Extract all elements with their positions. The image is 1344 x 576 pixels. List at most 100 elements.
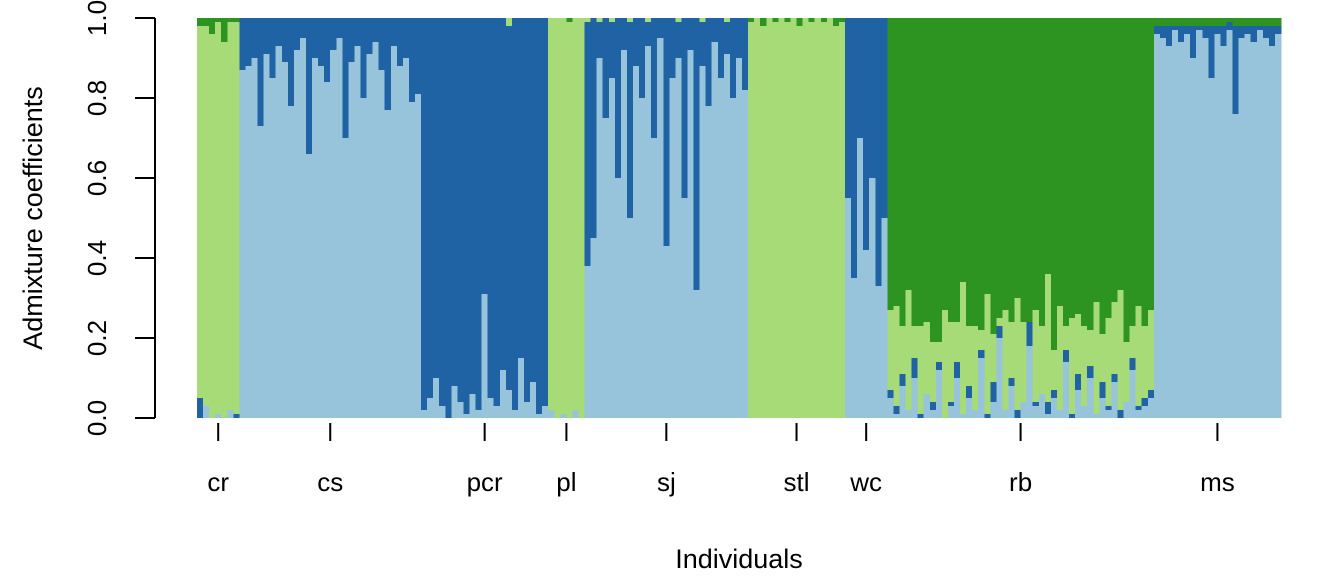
bar-segment-rb-k1	[905, 410, 913, 418]
bar-segment-ms-k2	[1226, 22, 1234, 30]
bar-segment-sj-k1	[584, 266, 592, 418]
bar-segment-rb-k3	[990, 334, 997, 382]
bar-segment-cs-k2	[342, 18, 349, 138]
bars-layer	[197, 18, 1282, 418]
bar-segment-rb-k4	[893, 18, 901, 306]
bar-segment-cs-k2	[299, 18, 307, 38]
bar-segment-ms-k1	[1244, 34, 1252, 418]
bar-segment-pcr-k2	[505, 26, 513, 390]
bar-segment-rb-k2	[911, 358, 919, 378]
bar-segment-cs-k1	[360, 98, 368, 418]
bar-segment-sj-k2	[639, 18, 646, 98]
bar-segment-cr-k4	[197, 18, 204, 26]
bar-segment-rb-k2	[1026, 322, 1034, 346]
bar-segment-cr-k3	[215, 22, 222, 414]
bar-segment-rb-k1	[1093, 414, 1100, 418]
bar-segment-rb-k4	[1014, 18, 1022, 298]
bar-segment-wc-k2	[863, 18, 870, 250]
bar-segment-cr-k1	[215, 414, 222, 418]
bar-segment-cr-k4	[233, 18, 240, 22]
bar-segment-rb-k2	[953, 362, 961, 378]
bar-segment-cs-k1	[396, 66, 404, 418]
bar-segment-cs-k1	[245, 66, 253, 418]
bar-segment-rb-k3	[1135, 306, 1143, 406]
y-tick-label: 0.0	[82, 400, 112, 436]
bar-segment-stl-k4	[820, 18, 828, 22]
bar-segment-rb-k1	[990, 402, 997, 418]
bar-segment-sj-k2	[717, 18, 725, 78]
bar-segment-pcr-k2	[427, 18, 434, 398]
bar-segment-sj-k2	[693, 18, 701, 290]
bar-segment-stl-k3	[826, 18, 834, 418]
bar-segment-ms-k1	[1226, 30, 1234, 418]
bar-segment-rb-k4	[911, 18, 919, 326]
bar-segment-stl-k3	[820, 22, 828, 418]
bar-segment-cr-k4	[203, 18, 210, 26]
bar-segment-rb-k3	[1129, 326, 1137, 358]
bar-segment-sj-k2	[596, 22, 604, 58]
bar-segment-cs-k1	[324, 82, 331, 418]
bar-segment-sj-k1	[620, 50, 628, 418]
bar-segment-rb-k4	[899, 18, 907, 326]
bar-segment-sj-k1	[633, 66, 640, 418]
bar-segment-stl-k3	[766, 18, 773, 418]
bar-segment-rb-k3	[978, 330, 985, 350]
bar-segment-ms-k1	[1153, 34, 1161, 418]
bar-segment-cs-k1	[306, 154, 313, 418]
bar-segment-rb-k2	[966, 386, 973, 398]
bar-segment-rb-k4	[1081, 18, 1088, 326]
bar-segment-stl-k3	[796, 26, 804, 418]
bar-segment-rb-k4	[929, 18, 937, 342]
bar-segment-rb-k3	[929, 342, 937, 402]
bar-segment-rb-k1	[1020, 402, 1028, 418]
bar-segment-sj-k1	[717, 78, 725, 418]
bar-segment-pcr-k2	[421, 18, 428, 410]
bar-segment-pl-k1	[560, 414, 568, 418]
bar-segment-sj-k1	[645, 46, 652, 418]
bar-segment-pl-k3	[566, 22, 574, 418]
bar-segment-rb-k4	[1075, 18, 1082, 314]
bar-segment-stl-k3	[814, 18, 822, 418]
y-axis-title: Admixture coefficients	[18, 86, 48, 350]
bar-segment-cs-k2	[318, 18, 325, 66]
bar-segment-cs-k2	[263, 18, 271, 54]
bar-segment-rb-k4	[1147, 18, 1155, 310]
bar-segment-sj-k1	[626, 218, 634, 418]
bar-segment-ms-k2	[1268, 26, 1276, 46]
bar-segment-cs-k1	[318, 66, 325, 418]
bar-segment-rb-k3	[905, 290, 913, 410]
bar-segment-cs-k1	[281, 62, 289, 418]
bar-segment-rb-k1	[893, 414, 901, 418]
bar-segment-rb-k1	[960, 414, 967, 418]
bar-segment-pl-k3	[554, 18, 561, 418]
bar-segment-rb-k2	[1008, 378, 1016, 386]
bar-segment-sj-k1	[669, 78, 677, 418]
bar-segment-ms-k4	[1159, 18, 1167, 26]
bar-segment-rb-k1	[966, 398, 973, 418]
bar-segment-pcr-k1	[427, 398, 434, 418]
bar-segment-rb-k2	[1099, 382, 1106, 398]
bar-segment-cr-k4	[209, 18, 216, 34]
bar-segment-ms-k4	[1165, 18, 1173, 26]
bar-segment-cs-k2	[245, 18, 253, 66]
bar-segment-sj-k2	[711, 18, 719, 42]
bar-segment-rb-k3	[923, 322, 931, 394]
bar-segment-sj-k1	[729, 98, 737, 418]
bar-segment-ms-k2	[1171, 26, 1179, 30]
bar-segment-wc-k1	[844, 198, 852, 418]
bar-segment-cs-k2	[287, 18, 295, 106]
bar-segment-wc-k1	[857, 138, 864, 418]
bar-segment-rb-k2	[978, 350, 985, 358]
bar-segment-cs-k2	[306, 18, 313, 154]
bar-segment-rb-k2	[947, 402, 955, 406]
bar-segment-rb-k4	[972, 18, 979, 326]
bar-segment-rb-k3	[935, 342, 943, 362]
bar-segment-cs-k2	[275, 18, 283, 46]
bar-segment-rb-k1	[929, 410, 937, 418]
bar-segment-ms-k4	[1153, 18, 1161, 26]
bar-segment-sj-k3	[675, 18, 683, 22]
bar-segment-cr-k3	[203, 26, 210, 406]
x-tick-label-rb: rb	[1009, 467, 1032, 497]
bar-segment-rb-k3	[984, 294, 991, 414]
